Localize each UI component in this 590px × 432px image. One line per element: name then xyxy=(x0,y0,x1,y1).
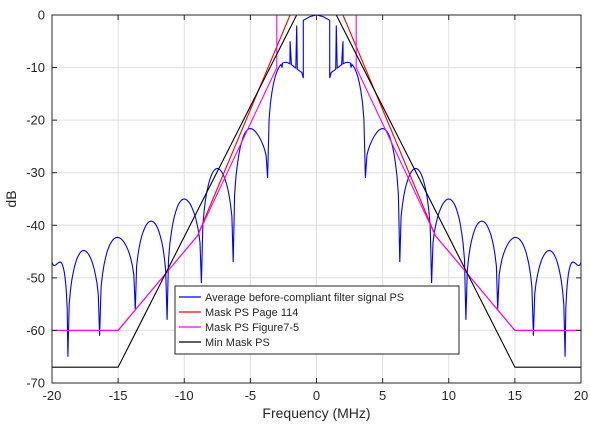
legend-label: Mask PS Page 114 xyxy=(205,307,298,319)
legend-label: Min Mask PS xyxy=(205,337,270,349)
legend-box xyxy=(174,285,460,355)
y-tick-label: -40 xyxy=(26,218,45,233)
y-tick-label: -10 xyxy=(26,60,45,75)
legend-label: Mask PS Figure7-5 xyxy=(205,322,299,334)
y-tick-label: 0 xyxy=(38,8,45,23)
x-tick-label: 0 xyxy=(313,388,320,403)
x-tick-label: 20 xyxy=(574,388,588,403)
y-tick-label: -30 xyxy=(26,165,45,180)
x-tick-label: 15 xyxy=(508,388,522,403)
y-tick-label: -60 xyxy=(26,323,45,338)
y-axis-label: dB xyxy=(3,190,19,207)
x-axis: -20 -15 -10 -5 0 5 10 15 20 xyxy=(43,15,588,403)
y-tick-label: -50 xyxy=(26,270,45,285)
y-tick-label: -70 xyxy=(26,376,45,391)
plot-area xyxy=(52,15,581,368)
series-line-min-mask xyxy=(52,15,581,368)
legend-label: Average before-compliant filter signal P… xyxy=(205,292,404,304)
x-tick-label: 5 xyxy=(379,388,386,403)
x-tick-label: -20 xyxy=(43,388,62,403)
series-line-mask-figure7-5 xyxy=(52,15,581,331)
y-tick-label: -20 xyxy=(26,113,45,128)
x-axis-label: Frequency (MHz) xyxy=(262,405,370,421)
x-tick-label: -5 xyxy=(245,388,257,403)
x-tick-label: -10 xyxy=(175,388,194,403)
y-axis: 0 -10 -20 -30 -40 -50 -60 -70 xyxy=(26,8,581,391)
x-tick-label: 10 xyxy=(442,388,456,403)
x-tick-label: -15 xyxy=(109,388,128,403)
series-line-psd xyxy=(52,15,581,357)
legend: Average before-compliant filter signal P… xyxy=(174,285,460,355)
